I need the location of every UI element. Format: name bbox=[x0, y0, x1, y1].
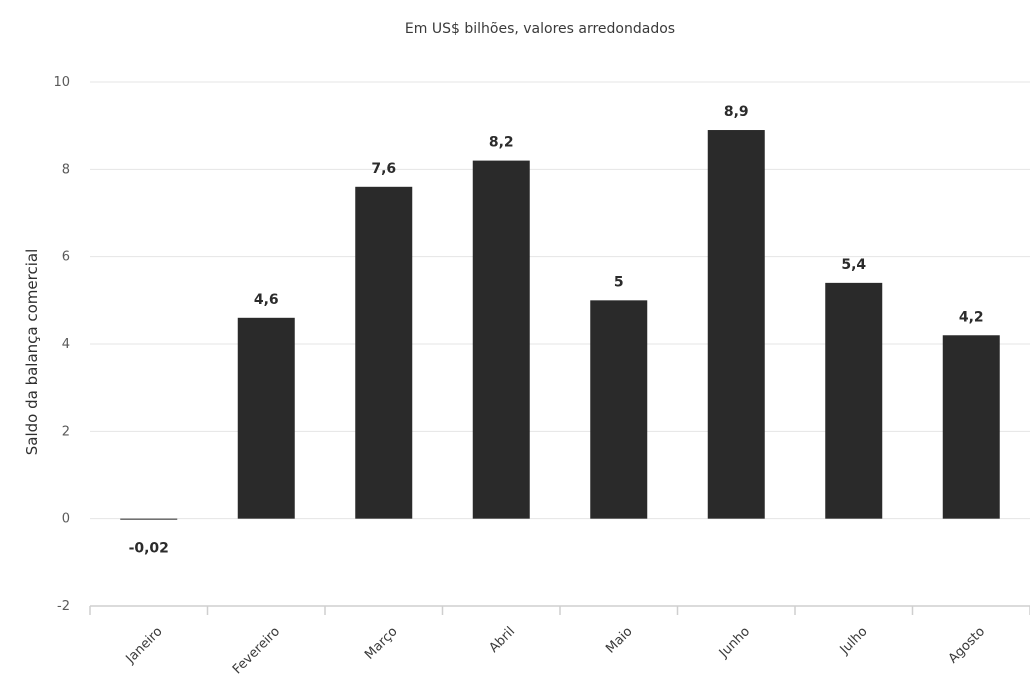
data-label: -0,02 bbox=[129, 541, 169, 557]
x-axis: Janeiro Fevereiro Março Abril Maio Junho Julho… bbox=[89, 605, 1030, 677]
y-tick-label: 2 bbox=[62, 424, 70, 439]
y-tick-label: 8 bbox=[62, 162, 70, 177]
y-tick-label: 0 bbox=[62, 512, 70, 527]
bars bbox=[120, 130, 1000, 520]
y-tick-label: 10 bbox=[53, 75, 70, 90]
x-tick-label: Fevereiro bbox=[230, 624, 283, 677]
bar-fevereiro bbox=[237, 317, 295, 519]
bar-janeiro bbox=[120, 518, 178, 520]
bar-junho bbox=[707, 130, 765, 519]
bar-julho bbox=[825, 282, 883, 519]
x-tick-label: Abril bbox=[486, 624, 518, 656]
data-label: 8,2 bbox=[489, 135, 514, 151]
data-label: 8,9 bbox=[724, 104, 749, 120]
data-label: 4,6 bbox=[254, 292, 279, 308]
bar-mar-o bbox=[355, 186, 413, 519]
y-tick-label: 6 bbox=[62, 250, 70, 265]
y-axis-label: Saldo da balança comercial bbox=[23, 249, 41, 456]
bar-abril bbox=[472, 160, 530, 519]
bar-agosto bbox=[942, 335, 1000, 519]
data-label: 5 bbox=[614, 274, 624, 290]
y-tick-label: 4 bbox=[62, 337, 70, 352]
data-label: 4,2 bbox=[959, 309, 984, 325]
x-tick-label: Maio bbox=[603, 624, 635, 656]
gridlines bbox=[90, 81, 1030, 520]
x-tick-label: Janeiro bbox=[123, 624, 166, 667]
bar-maio bbox=[590, 300, 648, 519]
x-tick-label: Março bbox=[362, 624, 400, 662]
x-tick-label: Julho bbox=[837, 624, 871, 658]
value-labels: -0,02 4,6 7,6 8,2 5 8,9 5,4 4,2 bbox=[129, 104, 984, 557]
y-axis-ticks: -2 0 2 4 6 8 10 bbox=[53, 75, 70, 614]
chart-subtitle: Em US$ bilhões, valores arredondados bbox=[405, 21, 675, 37]
x-tick-label: Agosto bbox=[946, 624, 988, 666]
data-label: 5,4 bbox=[841, 257, 866, 273]
data-label: 7,6 bbox=[371, 161, 396, 177]
x-tick-label: Junho bbox=[716, 624, 753, 661]
y-tick-label: -2 bbox=[57, 599, 70, 614]
